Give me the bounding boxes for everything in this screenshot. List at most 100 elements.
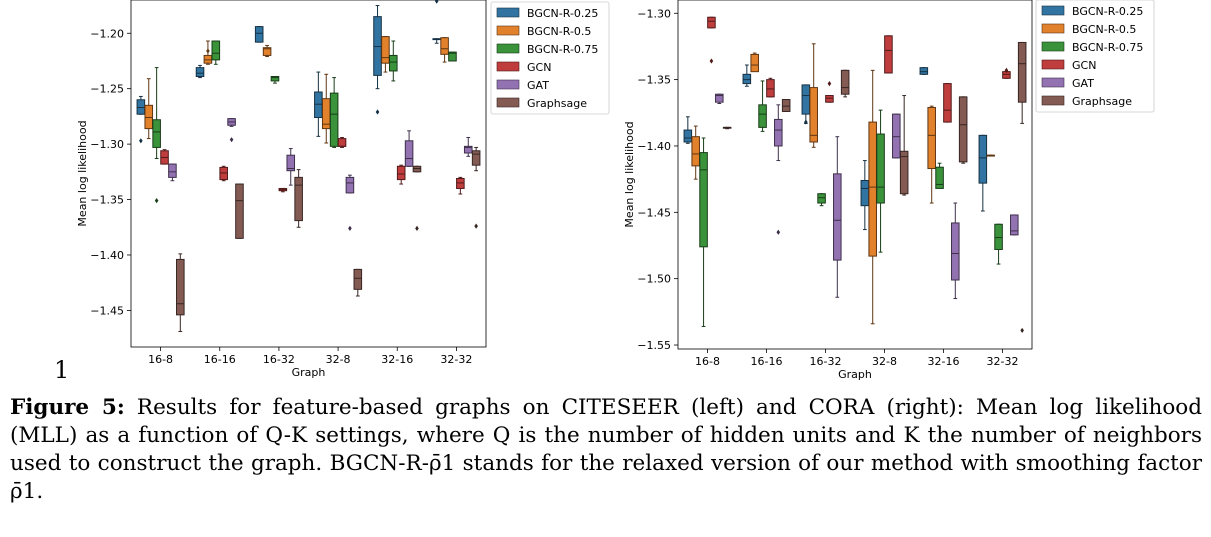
outlier-point <box>415 225 419 231</box>
box-body <box>195 67 205 77</box>
box-gcn-16-8 <box>707 16 716 64</box>
x-tick-label: 16-32 <box>263 353 295 366</box>
box-bgcn-r-0-75-16-32 <box>270 75 280 84</box>
legend-swatch <box>496 7 520 18</box>
box-bgcn-r-0-75-16-8 <box>699 137 708 327</box>
box-bgcn-r-0-25-16-32 <box>254 26 264 43</box>
box-body <box>136 99 146 115</box>
box-body <box>448 51 457 62</box>
box-body <box>715 93 724 103</box>
x-tick-label: 32-16 <box>381 353 413 366</box>
box-body <box>314 91 323 119</box>
x-tick-label: 16-8 <box>695 355 720 368</box>
box-bgcn-r-0-25-16-16 <box>195 64 205 79</box>
box-bgcn-r-0-75-32-8 <box>876 109 885 253</box>
y-axis-label: Mean log likelihood <box>76 120 89 226</box>
legend-swatch <box>496 61 520 72</box>
box-graphsage-32-8 <box>353 268 363 297</box>
box-body <box>463 145 473 154</box>
box-body <box>943 83 952 123</box>
box-body <box>412 165 422 173</box>
box-body <box>168 163 177 178</box>
box-bgcn-r-0-25-16-16 <box>742 64 752 87</box>
box-body <box>404 140 414 167</box>
x-tick-label: 32-8 <box>872 355 897 368</box>
box-body <box>707 16 716 29</box>
box-bgcn-r-0-25-16-8 <box>683 116 693 144</box>
box-gcn-16-32 <box>278 187 288 193</box>
legend-label: BGCN-R-0.25 <box>527 7 598 20</box>
legend-label: GCN <box>1072 59 1096 72</box>
x-tick-label: 16-16 <box>204 353 236 366</box>
figure-plots: −1.20 −1.25 −1.30 −1.35 −1.40 −1.45 16-8 16-16 1… <box>76 0 1155 381</box>
x-axis-label: Graph <box>292 366 326 379</box>
box-graphsage-32-32 <box>471 146 481 229</box>
box-gat-32-8 <box>892 113 901 159</box>
box-body <box>860 179 870 207</box>
y-axis-label: Mean log likelihood <box>623 121 636 227</box>
outlier-point <box>348 225 352 231</box>
box-bgcn-r-0-75-32-32 <box>994 223 1003 265</box>
legend: BGCN-R-0.25 BGCN-R-0.5 BGCN-R-0.75 GCN GAT Gr… <box>490 1 610 115</box>
legend-swatch <box>496 25 520 36</box>
box-graphsage-32-16 <box>958 96 968 164</box>
x-axis-label: Graph <box>838 368 872 381</box>
box-bgcn-r-0-75-16-32 <box>817 193 826 207</box>
box-body <box>381 36 390 64</box>
legend-label: BGCN-R-0.75 <box>527 43 598 56</box>
y-tick-label: −1.45 <box>637 206 671 219</box>
box-bgcn-r-0-5-32-8 <box>868 69 877 325</box>
y-tick-label: −1.20 <box>90 27 124 40</box>
box-gat-32-32 <box>463 136 473 157</box>
y-tick-label: −1.55 <box>637 339 671 352</box>
box-bgcn-r-0-5-16-32 <box>809 43 818 148</box>
x-tick-label: 16-16 <box>751 355 783 368</box>
box-body <box>345 176 355 194</box>
box-graphsage-32-16 <box>412 165 422 231</box>
box-gat-16-32 <box>833 136 842 298</box>
box-body <box>691 136 700 167</box>
box-bgcn-r-0-25-32-8 <box>860 160 870 231</box>
y-tick-label: −1.50 <box>637 273 671 286</box>
box-body <box>742 73 752 85</box>
box-body <box>235 183 244 239</box>
legend-label: BGCN-R-0.25 <box>1072 5 1143 18</box>
outlier-point <box>1004 67 1009 73</box>
box-body <box>958 96 968 163</box>
outlier-point <box>206 48 210 54</box>
y-tick-label: −1.30 <box>90 138 124 151</box>
legend-frame <box>1035 0 1155 113</box>
box-body <box>440 37 449 55</box>
legend-swatch <box>1041 77 1065 88</box>
box-bgcn-r-0-25-16-32 <box>801 84 811 125</box>
box-bgcn-r-0-5-16-8 <box>144 78 154 140</box>
y-tick-label: −1.35 <box>90 194 124 207</box>
box-bgcn-r-0-5-32-32 <box>986 154 995 157</box>
box-body <box>389 54 398 72</box>
outlier-point <box>229 137 234 143</box>
box-gat-16-8 <box>715 93 724 105</box>
box-bgcn-r-0-5-32-32 <box>440 37 449 63</box>
box-body <box>868 121 877 257</box>
outlier-point <box>474 223 478 229</box>
box-body <box>774 118 783 147</box>
box-body <box>951 222 960 281</box>
box-body <box>176 258 185 316</box>
box-bgcn-r-0-25-32-16 <box>919 67 929 75</box>
box-gcn-32-32 <box>1002 67 1011 79</box>
box-gcn-16-16 <box>766 77 775 98</box>
outlier-point <box>709 58 714 64</box>
box-graphsage-32-32 <box>1017 41 1027 334</box>
box-bgcn-r-0-75-32-16 <box>389 40 398 82</box>
box-graphsage-16-32 <box>840 69 850 98</box>
y-tick-label: −1.25 <box>90 83 124 96</box>
legend-label: GCN <box>527 61 551 74</box>
box-body <box>766 79 775 98</box>
legend-swatch <box>496 79 520 90</box>
box-gat-16-8 <box>168 163 177 182</box>
box-gat-16-16 <box>774 104 783 235</box>
page-number: 1 <box>54 356 70 384</box>
outlier-point <box>804 119 808 125</box>
x-tick-label: 32-16 <box>928 355 960 368</box>
box-body <box>876 133 885 204</box>
